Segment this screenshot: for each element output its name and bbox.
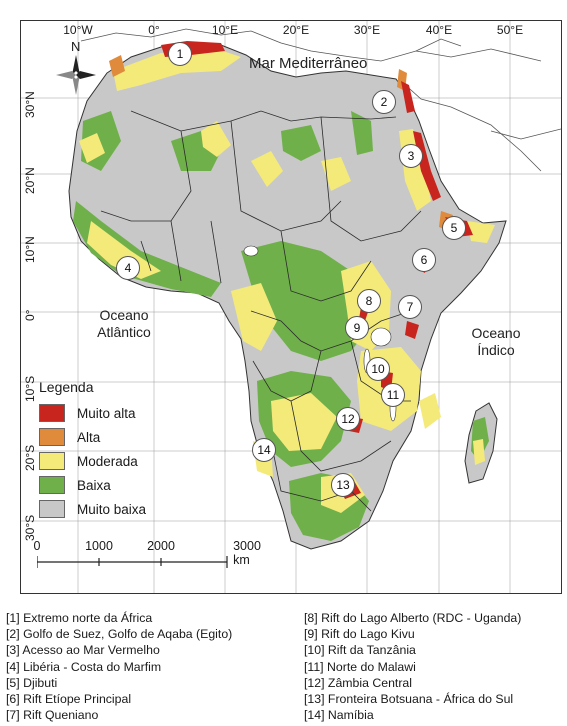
lon-tick: 40°E	[425, 23, 453, 37]
scale-label: 2000	[147, 539, 175, 553]
north-label: N	[71, 39, 81, 54]
caption-item: [3] Acesso ao Mar Vermelho	[6, 643, 160, 658]
mediterranean-label: Mar Mediterrâneo	[249, 55, 368, 72]
lon-tick: 30°E	[353, 23, 381, 37]
region-marker[interactable]: 10	[366, 357, 390, 381]
atlantic-label: Oceano Atlântico	[97, 307, 151, 340]
region-caption: [1] Extremo norte da África [2] Golfo de…	[0, 610, 567, 726]
north-arrow-icon: N	[51, 39, 101, 95]
region-marker[interactable]: 4	[116, 256, 140, 280]
caption-item: [8] Rift do Lago Alberto (RDC - Uganda)	[304, 611, 522, 625]
region-marker[interactable]: 3	[399, 144, 423, 168]
lon-tick: 10°W	[63, 23, 93, 37]
region-marker[interactable]: 11	[381, 383, 405, 407]
caption-item: [12] Zâmbia Central	[304, 675, 412, 690]
caption-item: [7] Rift Queniano	[6, 708, 99, 723]
legend-item-muito-baixa: Muito baixa	[39, 497, 189, 521]
lon-tick: 50°E	[496, 23, 524, 37]
caption-item: [6] Rift Etíope Principal	[6, 692, 132, 707]
country-borders	[100, 110, 422, 512]
region-marker[interactable]: 8	[357, 289, 381, 313]
legend-swatch	[39, 452, 65, 470]
legend-label: Alta	[77, 429, 101, 445]
legend-item-muito-alta: Muito alta	[39, 401, 189, 425]
caption-item: [1] Extremo norte da África	[6, 611, 153, 625]
legend-item-moderada: Moderada	[39, 449, 189, 473]
lat-tick: 30°N	[23, 91, 37, 118]
region-marker[interactable]: 5	[442, 216, 466, 240]
legend-label: Muito baixa	[77, 501, 147, 517]
region-marker[interactable]: 1	[168, 42, 192, 66]
region-marker[interactable]: 12	[336, 407, 360, 431]
legend-swatch	[39, 500, 65, 518]
lon-tick: 10°E	[211, 23, 239, 37]
caption-item: [9] Rift do Lago Kivu	[304, 627, 415, 642]
lat-tick: 20°S	[23, 444, 37, 471]
legend-swatch	[39, 476, 65, 494]
caption-item: [5] Djibuti	[6, 675, 58, 690]
lat-tick: 20°N	[23, 167, 37, 194]
legend-item-alta: Alta	[39, 425, 189, 449]
region-marker[interactable]: 6	[412, 248, 436, 272]
caption-right-column: [8] Rift do Lago Alberto (RDC - Uganda) …	[304, 610, 521, 723]
lat-tick: 0°	[23, 309, 37, 321]
caption-item: [13] Fronteira Botsuana - África do Sul	[304, 692, 514, 707]
lat-tick: 30°S	[23, 514, 37, 541]
legend-swatch	[39, 428, 65, 446]
legend-label: Muito alta	[77, 405, 136, 421]
caption-left-column: [1] Extremo norte da África [2] Golfo de…	[6, 610, 232, 723]
region-marker[interactable]: 14	[252, 438, 276, 462]
indian-label: Oceano Índico	[471, 325, 521, 358]
caption-item: [4] Libéria - Costa do Marfim	[6, 659, 162, 674]
caption-item: [14] Namíbia	[304, 708, 374, 723]
scale-label: 3000 km	[233, 539, 261, 567]
legend-title: Legenda	[39, 379, 94, 395]
lat-tick: 10°S	[23, 375, 37, 402]
surrounding-coastlines	[80, 28, 561, 172]
caption-item: [2] Golfo de Suez, Golfo de Aqaba (Egito…	[6, 627, 233, 642]
legend-item-baixa: Baixa	[39, 473, 189, 497]
legend-label: Moderada	[77, 453, 138, 469]
legend-label: Baixa	[77, 477, 111, 493]
map-frame: 10°W 0° 10°E 20°E 30°E 40°E 50°E 30°N 20…	[20, 20, 562, 594]
caption-item: [11] Norte do Malawi	[304, 659, 416, 674]
legend-swatch	[39, 404, 65, 422]
caption-item: [10] Rift da Tanzânia	[304, 643, 416, 658]
lon-tick: 0°	[148, 23, 160, 37]
lon-tick: 20°E	[282, 23, 310, 37]
region-marker[interactable]: 13	[331, 473, 355, 497]
region-marker[interactable]: 2	[372, 90, 396, 114]
scale-label: 1000	[85, 539, 113, 553]
region-marker[interactable]: 9	[345, 316, 369, 340]
legend: Legenda Muito alta Alta Moderada Baixa M…	[39, 379, 189, 521]
region-marker[interactable]: 7	[398, 295, 422, 319]
scale-label: 0	[33, 539, 41, 553]
scale-bar: 0 1000 2000 3000 km	[33, 539, 267, 569]
lat-tick: 10°N	[23, 236, 37, 263]
